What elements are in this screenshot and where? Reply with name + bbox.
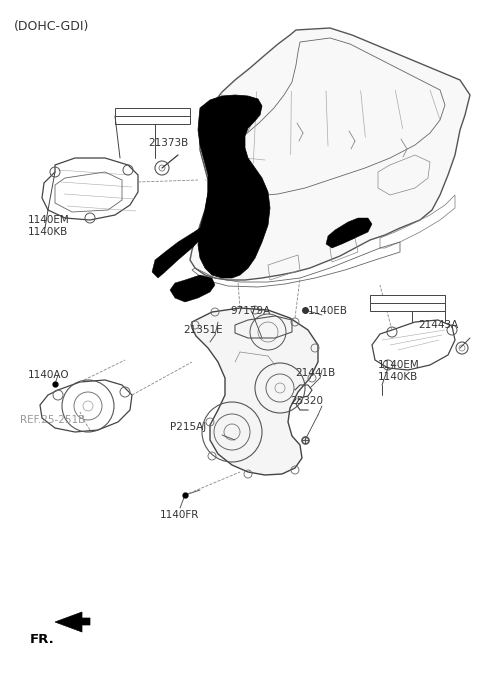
Bar <box>370 295 445 311</box>
Bar <box>115 108 190 124</box>
Polygon shape <box>326 218 372 248</box>
Polygon shape <box>192 308 318 475</box>
Text: 21360G: 21360G <box>380 298 421 308</box>
Text: 21373B: 21373B <box>148 138 188 148</box>
Text: 21370G: 21370G <box>118 108 159 118</box>
Polygon shape <box>170 275 215 302</box>
Text: (DOHC-GDI): (DOHC-GDI) <box>14 20 89 33</box>
Text: FR.: FR. <box>30 633 55 646</box>
Text: 1140AO: 1140AO <box>28 370 70 380</box>
Text: 25320: 25320 <box>290 396 323 406</box>
Text: 21441B: 21441B <box>295 368 335 378</box>
Text: 21443A: 21443A <box>418 320 458 330</box>
Text: REF.25-251B: REF.25-251B <box>20 415 85 425</box>
Polygon shape <box>190 28 470 280</box>
Text: 1140EB: 1140EB <box>308 306 348 316</box>
Polygon shape <box>198 95 270 278</box>
Text: 21351E: 21351E <box>183 325 223 335</box>
Text: 1140EM
1140KB: 1140EM 1140KB <box>28 215 70 237</box>
Text: P215AJ: P215AJ <box>170 422 206 432</box>
Polygon shape <box>152 228 200 278</box>
Text: 1140FR: 1140FR <box>160 510 199 520</box>
Polygon shape <box>55 612 90 632</box>
Text: 1140EM
1140KB: 1140EM 1140KB <box>378 360 420 382</box>
Text: 97179A: 97179A <box>230 306 270 316</box>
